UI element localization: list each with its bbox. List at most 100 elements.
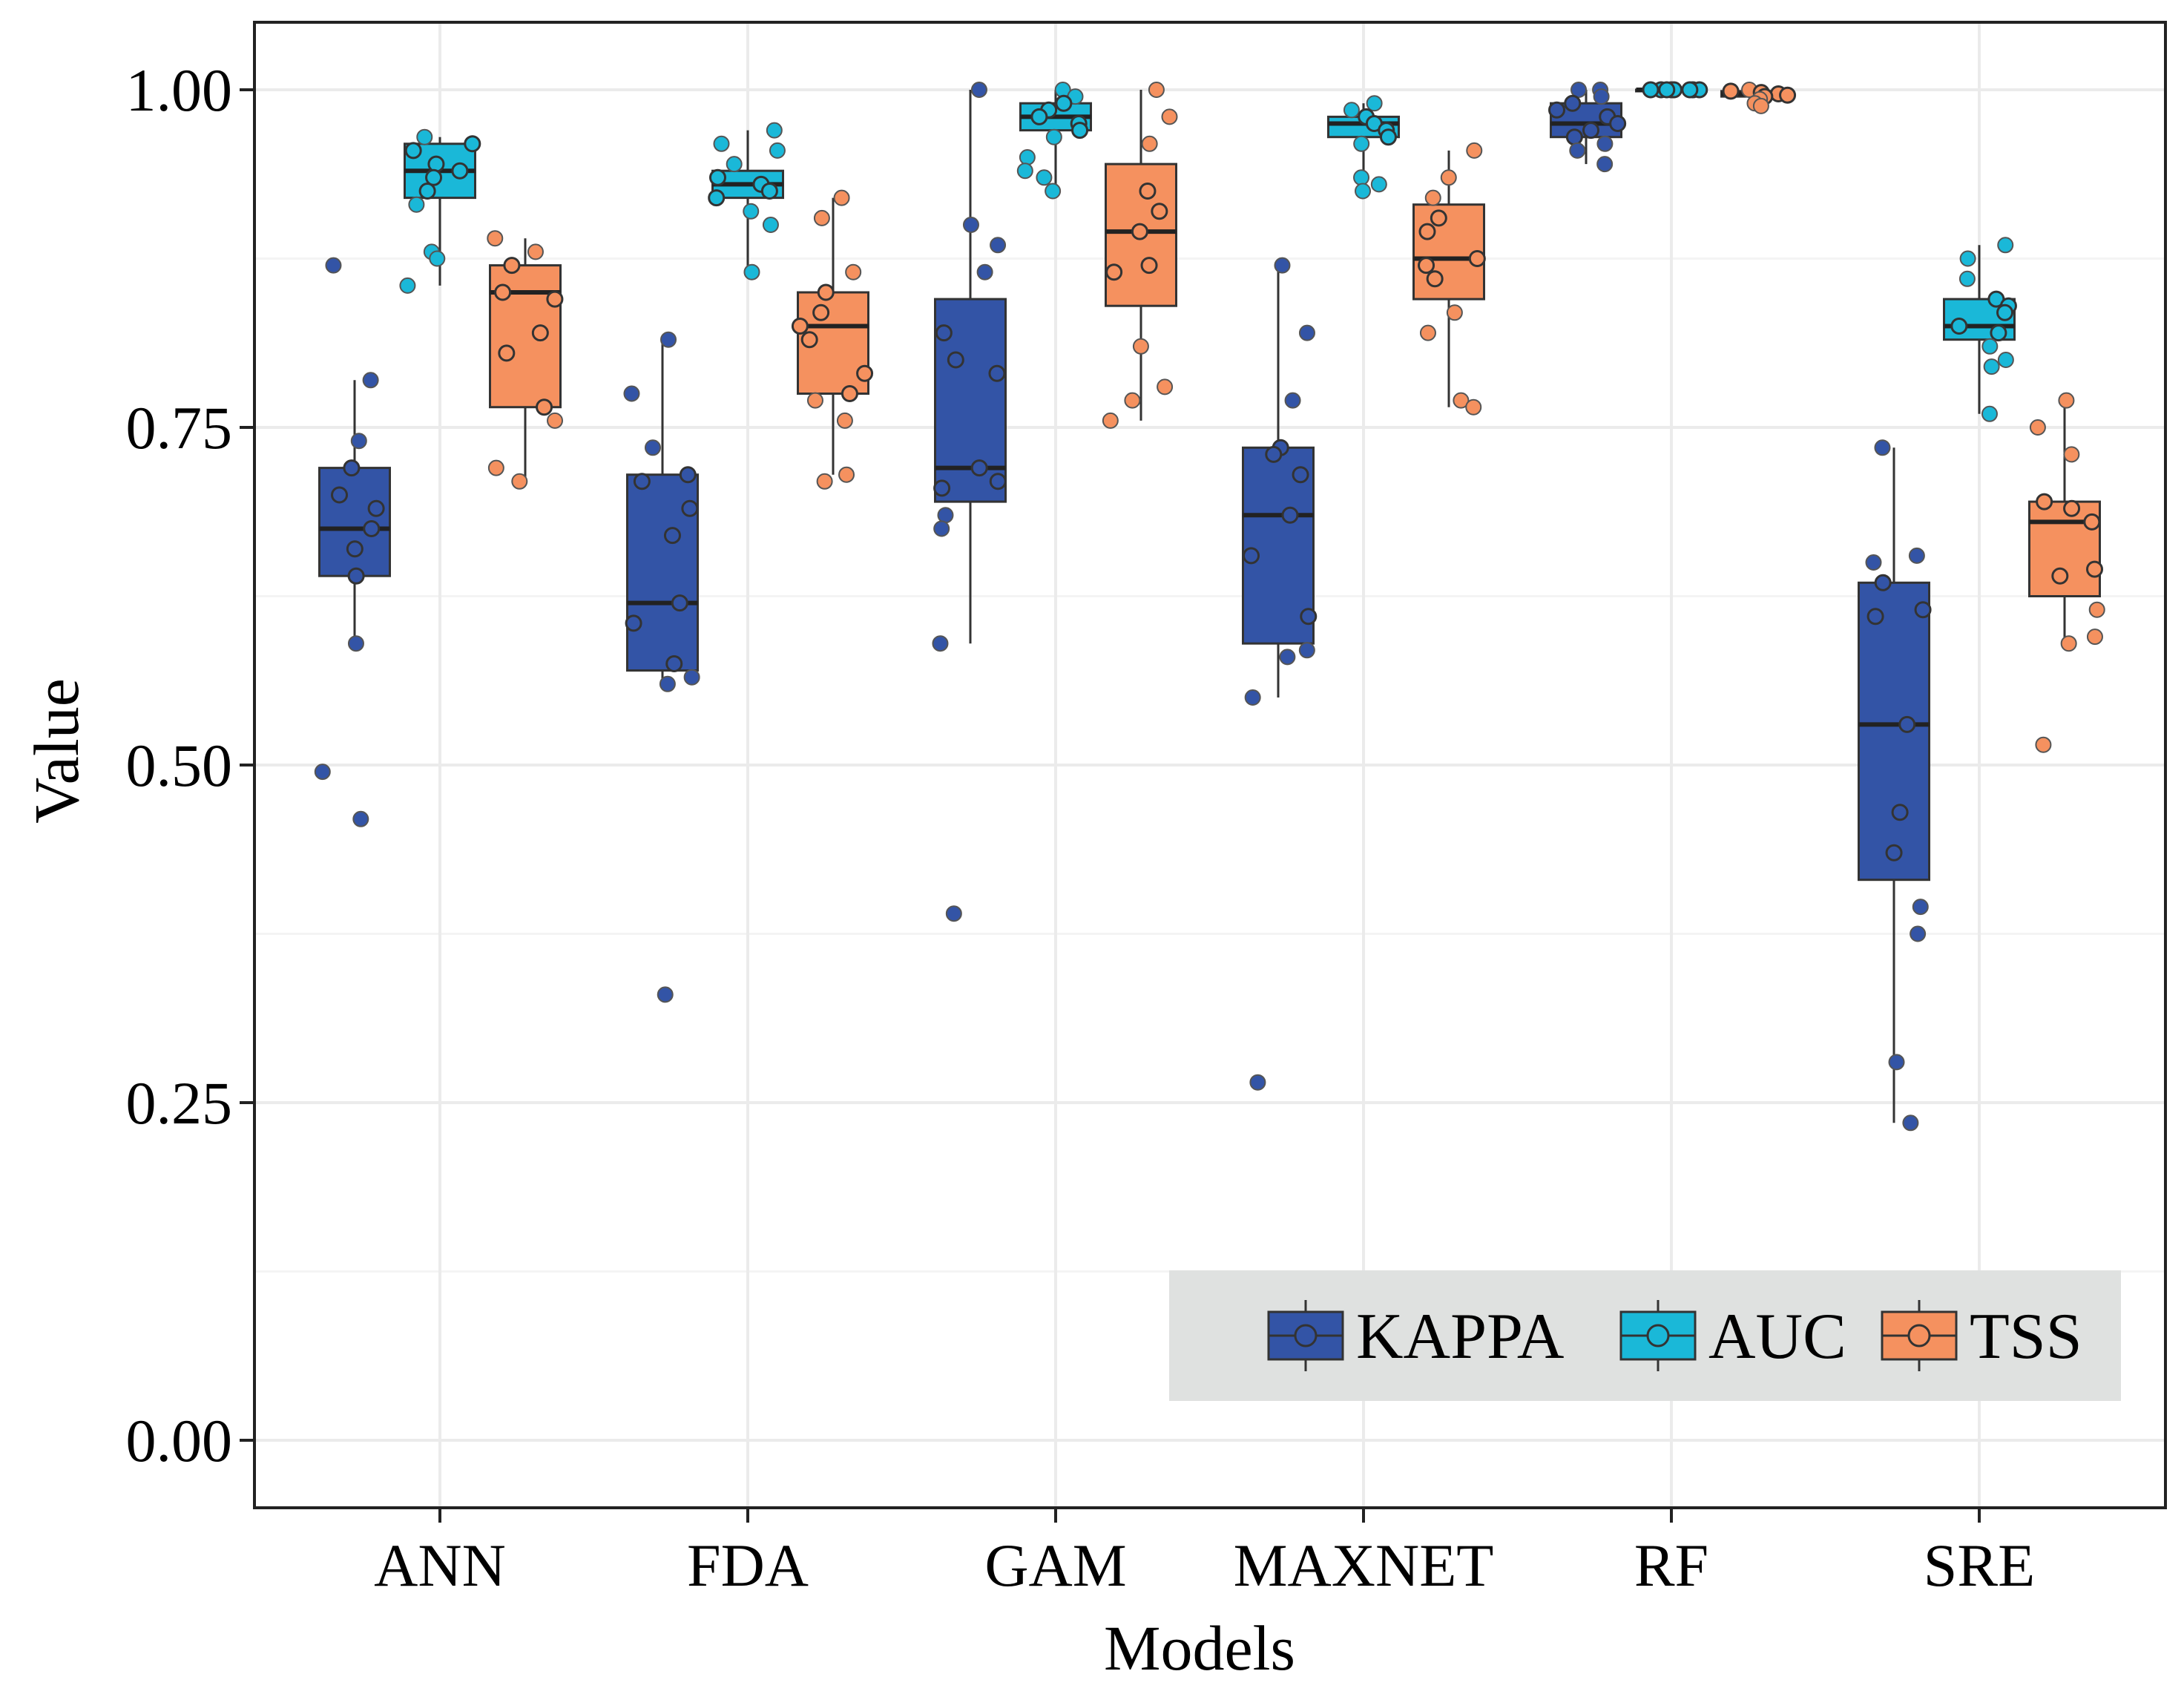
box-group-rf-auc: [1635, 81, 1708, 99]
data-point: [1243, 547, 1260, 565]
box-iqr: [1242, 446, 1315, 645]
data-point: [1453, 392, 1470, 409]
data-point: [494, 283, 512, 301]
data-point: [1132, 338, 1149, 355]
data-point: [660, 331, 677, 348]
data-point: [1874, 439, 1891, 456]
data-point: [1950, 318, 1968, 335]
box-layer: [314, 81, 2105, 1132]
data-point: [1105, 263, 1123, 281]
data-point: [945, 905, 962, 922]
data-point: [657, 986, 674, 1003]
data-point: [663, 527, 681, 545]
data-point: [363, 520, 381, 537]
data-point: [933, 520, 950, 537]
data-point: [1681, 81, 1699, 99]
data-point: [1983, 358, 2000, 375]
data-point: [546, 290, 564, 308]
data-point: [1990, 324, 2007, 342]
data-point: [845, 263, 862, 280]
data-point: [1440, 169, 1457, 186]
box-iqr: [1412, 203, 1485, 301]
data-point: [1866, 608, 1884, 626]
data-point: [1596, 135, 1614, 152]
box-group-fda-tss: [791, 189, 874, 490]
y-tick-label-4: 1.00: [126, 56, 233, 124]
data-point: [464, 135, 481, 153]
data-point: [970, 82, 987, 98]
data-point: [347, 635, 364, 652]
box-group-rf-kappa: [1548, 82, 1627, 173]
data-point: [1141, 135, 1158, 152]
data-point: [760, 183, 778, 200]
data-point: [1902, 1115, 1919, 1132]
data-point: [681, 499, 699, 517]
data-point: [708, 189, 726, 207]
legend-label-kappa: KAPPA: [1356, 1301, 1564, 1373]
legend-key-point: [1646, 1324, 1670, 1348]
data-point: [813, 209, 830, 226]
data-point: [743, 263, 760, 280]
data-point: [2063, 446, 2080, 463]
data-point: [404, 142, 422, 160]
data-point: [531, 324, 549, 342]
box-group-sre-tss: [2028, 392, 2105, 753]
data-point: [1265, 445, 1283, 463]
data-point: [1958, 270, 1976, 287]
y-tick-label-1: 0.25: [126, 1069, 233, 1137]
box-group-ann-auc: [399, 128, 481, 294]
data-point: [708, 168, 726, 186]
data-point: [331, 486, 349, 504]
data-point: [1124, 392, 1141, 409]
data-point: [988, 364, 1006, 382]
data-point: [743, 203, 760, 220]
y-tick-label-0: 0.00: [126, 1407, 233, 1474]
box-group-fda-auc: [708, 122, 786, 280]
data-point: [352, 810, 369, 827]
data-point: [2060, 635, 2077, 652]
legend-items: KAPPA AUC TSS: [1267, 1300, 2082, 1373]
data-point: [1355, 183, 1372, 200]
data-point: [1148, 82, 1165, 98]
data-point: [1249, 1074, 1266, 1091]
data-point: [1244, 689, 1261, 706]
data-point: [1908, 547, 1925, 564]
data-point: [1071, 122, 1089, 139]
box-iqr: [318, 467, 391, 577]
data-point: [937, 507, 954, 524]
x-tick-label-fda: FDA: [687, 1532, 809, 1599]
data-point: [1891, 804, 1909, 821]
data-point: [1912, 899, 1929, 916]
data-point: [350, 433, 367, 450]
data-point: [511, 473, 528, 490]
data-point: [932, 635, 949, 652]
data-point: [1157, 378, 1174, 395]
data-point: [1102, 412, 1119, 429]
data-point: [427, 155, 445, 173]
data-point: [625, 614, 642, 632]
data-point: [1353, 169, 1370, 186]
x-tick-label-sre: SRE: [1924, 1532, 2035, 1599]
box-group-ann-tss: [487, 230, 564, 490]
data-point: [812, 303, 830, 321]
data-point: [536, 398, 553, 416]
data-point: [347, 567, 365, 585]
data-point: [1036, 169, 1053, 186]
data-point: [408, 196, 425, 213]
data-point: [1379, 128, 1397, 146]
data-point: [346, 540, 364, 558]
data-point: [769, 142, 786, 159]
data-point: [990, 237, 1007, 254]
data-point: [2086, 628, 2103, 646]
y-tick-label-2: 0.50: [126, 732, 233, 799]
data-point: [1996, 303, 2014, 321]
data-point: [487, 230, 504, 247]
data-point: [836, 412, 853, 429]
data-point: [1885, 844, 1903, 861]
data-point: [816, 473, 833, 490]
data-point: [1281, 506, 1299, 524]
box-group-sre-auc: [1943, 237, 2017, 422]
grid-lines: [254, 22, 2165, 1508]
data-point: [1353, 135, 1370, 152]
data-point: [633, 473, 651, 490]
